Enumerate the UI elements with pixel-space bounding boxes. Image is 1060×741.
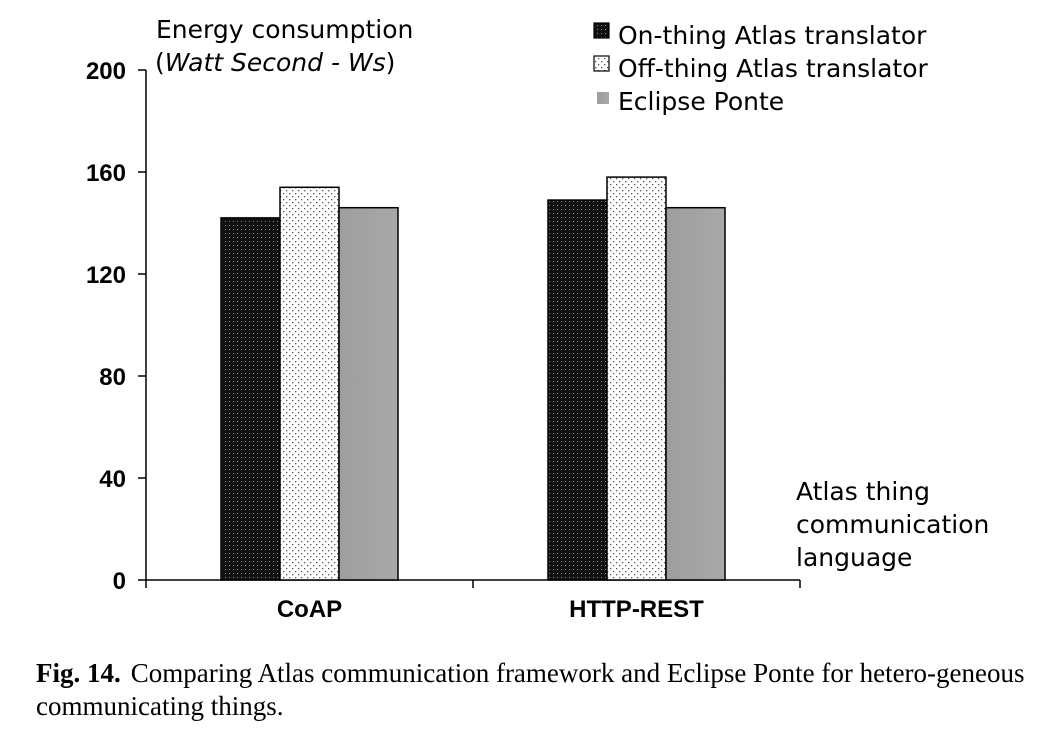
figure-caption: Fig. 14. Comparing Atlas communication fr… bbox=[36, 657, 1036, 723]
y-axis-label-line2: (Watt Second - Ws) bbox=[155, 48, 395, 77]
y-tick-label: 160 bbox=[86, 160, 126, 187]
x-axis-label-line: language bbox=[796, 543, 912, 572]
bar-3-http-rest bbox=[665, 206, 726, 581]
x-categories-group: CoAP HTTP-REST bbox=[145, 580, 801, 623]
caption-label: Fig. 14. bbox=[36, 658, 121, 688]
caption-text: Comparing Atlas communication framework … bbox=[36, 658, 1025, 721]
legend-label-1: On-thing Atlas translator bbox=[618, 21, 927, 50]
legend-label-3: Eclipse Ponte bbox=[618, 87, 784, 116]
legend-label-2: Off-thing Atlas translator bbox=[618, 54, 929, 83]
bar-chart: 0 40 80 120 160 200 CoAP HTTP-REST Energy cons… bbox=[86, 15, 989, 623]
bar-2-coap bbox=[279, 186, 340, 581]
y-tick-label: 200 bbox=[86, 58, 126, 85]
x-axis-label: Atlas thing communication language bbox=[796, 477, 989, 572]
bar-3-coap bbox=[338, 206, 399, 581]
x-category-label: CoAP bbox=[277, 596, 342, 623]
x-axis-label-line: communication bbox=[796, 510, 989, 539]
y-ticks-group: 0 40 80 120 160 200 bbox=[86, 58, 146, 595]
legend-swatch-2 bbox=[593, 55, 610, 72]
y-axis-label-line1: Energy consumption bbox=[156, 15, 413, 44]
y-tick-label: 40 bbox=[99, 466, 126, 493]
x-axis-label-line: Atlas thing bbox=[796, 477, 930, 506]
y-tick-label: 0 bbox=[113, 568, 126, 595]
y-axis-unit: Watt Second - Ws bbox=[165, 48, 386, 77]
legend-swatch-1 bbox=[593, 22, 610, 39]
bar-1-http-rest bbox=[547, 199, 608, 581]
bar-2-http-rest bbox=[606, 176, 667, 581]
y-tick-label: 80 bbox=[99, 364, 126, 391]
legend: On-thing Atlas translator Off-thing Atlas… bbox=[593, 21, 929, 116]
legend-swatch-3 bbox=[597, 92, 609, 104]
y-tick-label: 120 bbox=[86, 262, 126, 289]
bars-group bbox=[220, 176, 726, 581]
x-category-label: HTTP-REST bbox=[569, 596, 704, 623]
bar-1-coap bbox=[220, 217, 281, 581]
